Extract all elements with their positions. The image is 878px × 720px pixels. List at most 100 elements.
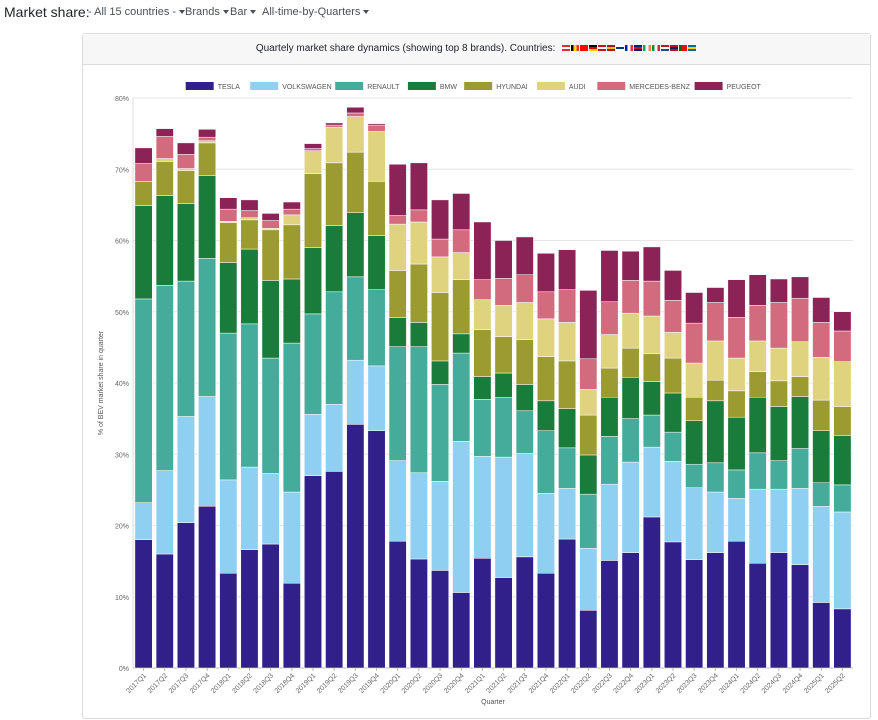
legend-label-mercedes-benz[interactable]: MERCEDES-BENZ (629, 84, 690, 91)
bar-volkswagen-2020q3[interactable] (431, 481, 449, 571)
bar-audi-2021q2[interactable] (494, 305, 513, 337)
bar-volkswagen-2021q1[interactable] (473, 456, 492, 559)
bar-audi-2022q4[interactable] (621, 312, 640, 349)
bar-audi-2024q3[interactable] (769, 347, 788, 382)
bar-audi-2023q3[interactable] (685, 362, 704, 398)
legend-label-bmw[interactable]: BMW (440, 84, 458, 91)
bar-renault-2023q3[interactable] (685, 463, 704, 488)
bar-tesla-2024q4[interactable] (791, 564, 809, 669)
bar-renault-2019q2[interactable] (325, 291, 344, 405)
bar-peugeot-2019q2[interactable] (325, 122, 344, 126)
bar-hyundai-2023q3[interactable] (685, 397, 704, 422)
bar-tesla-2018q3[interactable] (261, 543, 280, 669)
bar-peugeot-2018q1[interactable] (219, 197, 238, 210)
bar-renault-2024q4[interactable] (791, 448, 809, 489)
bar-peugeot-2017q4[interactable] (198, 129, 217, 138)
bar-mercedes-benz-2024q3[interactable] (769, 302, 788, 349)
bar-audi-2019q4[interactable] (367, 131, 386, 182)
bar-volkswagen-2017q4[interactable] (198, 396, 217, 507)
period-dropdown[interactable]: All-time-by-Quarters (262, 6, 370, 18)
bar-hyundai-2018q2[interactable] (240, 219, 259, 250)
bar-mercedes-benz-2025q2[interactable] (833, 330, 852, 362)
bar-volkswagen-2020q2[interactable] (409, 472, 428, 560)
bar-tesla-2018q2[interactable] (240, 549, 259, 669)
bar-bmw-2025q2[interactable] (833, 435, 852, 486)
bar-audi-2021q3[interactable] (515, 302, 534, 340)
bar-mercedes-benz-2022q3[interactable] (600, 301, 619, 335)
bar-tesla-2018q1[interactable] (219, 572, 238, 669)
bar-hyundai-2020q3[interactable] (431, 292, 449, 362)
bar-mercedes-benz-2022q4[interactable] (621, 280, 640, 314)
bar-audi-2020q1[interactable] (388, 223, 407, 271)
bar-bmw-2018q3[interactable] (261, 280, 280, 359)
bar-hyundai-2022q3[interactable] (600, 367, 619, 398)
bar-mercedes-benz-2024q1[interactable] (727, 317, 746, 359)
bar-tesla-2017q4[interactable] (198, 506, 217, 669)
bar-tesla-2019q2[interactable] (325, 471, 344, 669)
bar-audi-2024q4[interactable] (791, 341, 809, 377)
bar-hyundai-2020q1[interactable] (388, 270, 407, 318)
bar-mercedes-benz-2023q2[interactable] (664, 300, 682, 333)
bar-bmw-2019q3[interactable] (346, 212, 365, 278)
bar-renault-2018q4[interactable] (282, 342, 301, 493)
bar-tesla-2023q2[interactable] (664, 541, 682, 669)
bar-volkswagen-2017q1[interactable] (134, 502, 153, 541)
bar-volkswagen-2024q3[interactable] (769, 488, 788, 553)
bar-audi-2022q2[interactable] (579, 389, 598, 416)
bar-tesla-2022q4[interactable] (621, 552, 640, 669)
bar-hyundai-2021q3[interactable] (515, 339, 534, 385)
bar-mercedes-benz-2018q3[interactable] (261, 220, 280, 229)
bar-volkswagen-2022q1[interactable] (558, 488, 577, 540)
bar-renault-2025q1[interactable] (812, 482, 831, 507)
bar-peugeot-2021q3[interactable] (515, 236, 534, 275)
bar-hyundai-2017q4[interactable] (198, 142, 217, 176)
bar-peugeot-2023q2[interactable] (664, 270, 682, 301)
bar-audi-2025q1[interactable] (812, 357, 831, 401)
bar-tesla-2017q1[interactable] (134, 539, 153, 669)
bar-bmw-2023q1[interactable] (642, 381, 661, 416)
bar-peugeot-2018q3[interactable] (261, 213, 280, 221)
bar-mercedes-benz-2018q4[interactable] (282, 208, 301, 216)
bar-mercedes-benz-2023q4[interactable] (706, 302, 725, 342)
bar-hyundai-2024q1[interactable] (727, 390, 746, 418)
bar-peugeot-2020q3[interactable] (431, 199, 449, 240)
bar-hyundai-2019q2[interactable] (325, 162, 344, 226)
bar-hyundai-2020q2[interactable] (409, 263, 428, 323)
bar-hyundai-2019q3[interactable] (346, 151, 365, 213)
bar-bmw-2024q2[interactable] (748, 397, 767, 454)
bar-volkswagen-2022q4[interactable] (621, 461, 640, 553)
bar-audi-2023q2[interactable] (664, 332, 682, 359)
bar-mercedes-benz-2021q4[interactable] (537, 291, 555, 320)
bar-audi-2018q4[interactable] (282, 214, 301, 226)
bar-volkswagen-2017q2[interactable] (155, 470, 174, 555)
bar-bmw-2022q2[interactable] (579, 454, 598, 495)
bar-mercedes-benz-2022q1[interactable] (558, 289, 577, 323)
bar-bmw-2018q4[interactable] (282, 278, 301, 344)
bar-mercedes-benz-2020q3[interactable] (431, 238, 449, 258)
bar-tesla-2017q3[interactable] (177, 522, 195, 669)
bar-renault-2025q2[interactable] (833, 484, 852, 513)
bar-mercedes-benz-2017q2[interactable] (155, 136, 174, 159)
bar-tesla-2020q1[interactable] (388, 540, 407, 669)
bar-peugeot-2019q3[interactable] (346, 107, 365, 114)
bar-tesla-2022q1[interactable] (558, 538, 577, 669)
bar-peugeot-2019q4[interactable] (367, 123, 386, 126)
bar-peugeot-2024q3[interactable] (769, 278, 788, 303)
bar-peugeot-2024q1[interactable] (727, 279, 746, 318)
bar-volkswagen-2017q3[interactable] (177, 416, 195, 523)
bar-hyundai-2022q4[interactable] (621, 347, 640, 378)
bar-peugeot-2022q1[interactable] (558, 249, 577, 290)
bar-renault-2022q1[interactable] (558, 447, 577, 489)
bar-renault-2021q1[interactable] (473, 399, 492, 457)
bar-renault-2019q1[interactable] (304, 313, 322, 415)
bar-volkswagen-2021q3[interactable] (515, 453, 534, 558)
bar-volkswagen-2024q2[interactable] (748, 488, 767, 564)
bar-tesla-2019q1[interactable] (304, 475, 322, 669)
bar-bmw-2018q2[interactable] (240, 248, 259, 325)
legend-label-hyundai[interactable]: HYUNDAI (496, 84, 528, 91)
legend-swatch-bmw[interactable] (407, 82, 436, 90)
bar-hyundai-2024q2[interactable] (748, 371, 767, 398)
bar-tesla-2017q2[interactable] (155, 553, 174, 669)
bar-mercedes-benz-2019q3[interactable] (346, 112, 365, 117)
bar-renault-2022q2[interactable] (579, 493, 598, 549)
